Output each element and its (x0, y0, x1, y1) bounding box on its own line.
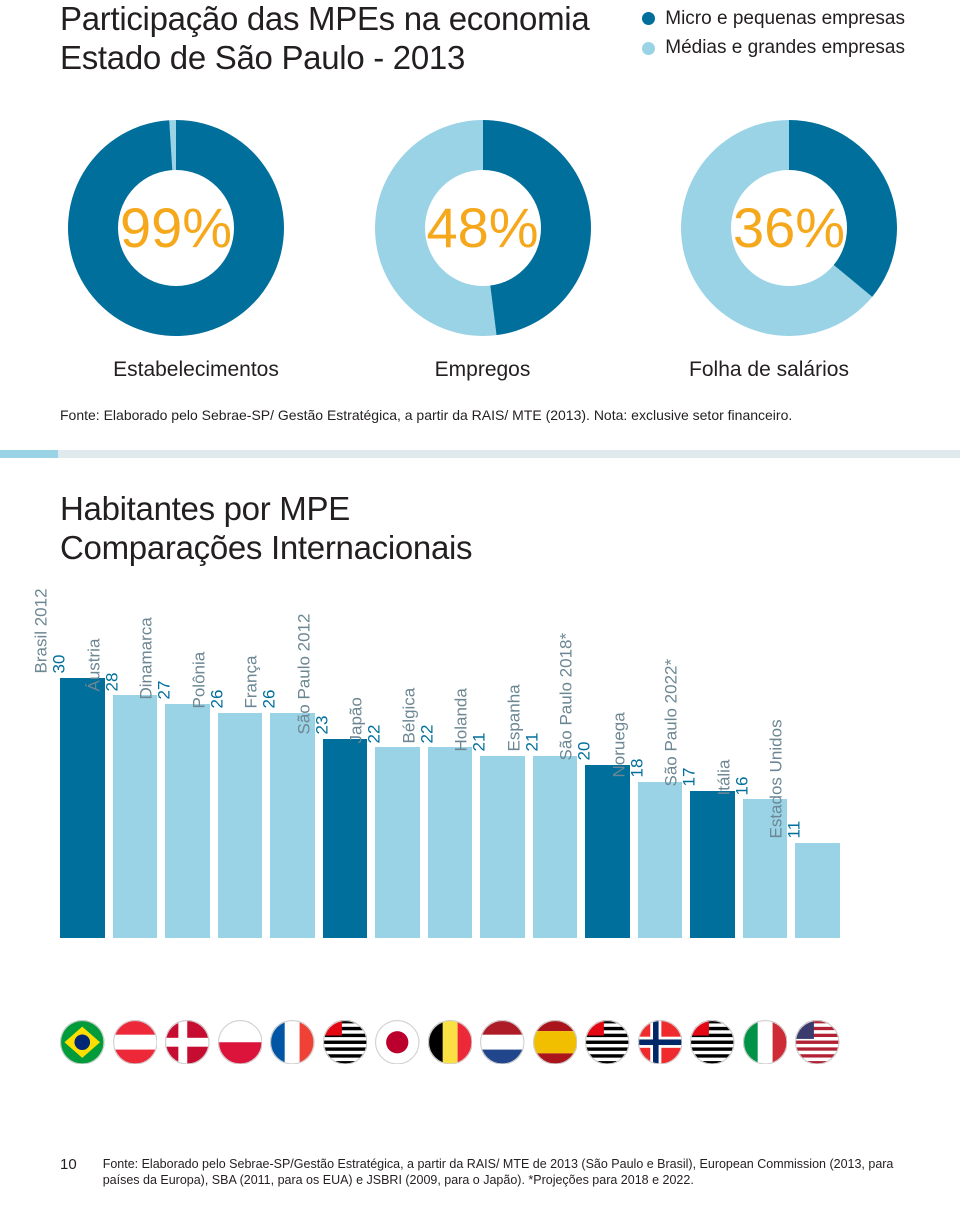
bar: Noruega18 (638, 782, 683, 938)
bar: Estados Unidos11 (795, 843, 840, 938)
bar-label: São Paulo 2022*17 (659, 659, 704, 787)
bar-label: Estados Unidos11 (764, 720, 809, 839)
austria-flag-icon (113, 1020, 158, 1065)
legend-item: Micro e pequenas empresas (642, 4, 905, 33)
legend-dot-icon (642, 42, 655, 55)
legend-label: Médias e grandes empresas (665, 33, 905, 62)
title-line2: Estado de São Paulo - 2013 (60, 39, 465, 76)
bottom-section: Habitantes por MPE Comparações Internaci… (0, 458, 960, 1064)
netherlands-flag-icon (480, 1020, 525, 1065)
denmark-flag-icon (165, 1020, 210, 1065)
bar-label: Japão22 (344, 697, 389, 743)
section-title: Habitantes por MPE Comparações Internaci… (60, 490, 905, 568)
bar: Polônia26 (218, 713, 263, 938)
page-title: Participação das MPEs na economia Estado… (60, 0, 589, 78)
bar: Holanda21 (480, 756, 525, 938)
bar-label: Áustria28 (81, 638, 126, 691)
donut-label: Empregos (375, 358, 591, 382)
legend-item: Médias e grandes empresas (642, 33, 905, 62)
bar-label: Espanha21 (501, 685, 546, 752)
bar-label: Holanda21 (449, 689, 494, 752)
bar: França26 (270, 713, 315, 938)
title2-line2: Comparações Internacionais (60, 529, 472, 566)
donut: 99% (68, 120, 284, 336)
footer: 10 Fonte: Elaborado pelo Sebrae-SP/Gestã… (60, 1156, 905, 1189)
source-top: Fonte: Elaborado pelo Sebrae-SP/ Gestão … (60, 406, 905, 424)
bar-label: Dinamarca27 (134, 618, 179, 700)
legend: Micro e pequenas empresasMédias e grande… (642, 0, 905, 63)
bar-label: São Paulo 201223 (291, 614, 336, 735)
legend-label: Micro e pequenas empresas (665, 4, 905, 33)
donut-percent: 99% (68, 120, 284, 336)
saopaulo-flag-icon (323, 1020, 368, 1065)
bar-label: Bélgica22 (396, 688, 441, 744)
donut-label: Folha de salários (661, 358, 877, 382)
bar-label: França26 (239, 656, 284, 709)
title-row: Participação das MPEs na economia Estado… (60, 0, 905, 78)
japan-flag-icon (375, 1020, 420, 1065)
bar: São Paulo 201223 (323, 739, 368, 938)
italy-flag-icon (743, 1020, 788, 1065)
bar: Áustria28 (113, 695, 158, 938)
bar: Japão22 (375, 747, 420, 938)
donut-label: Estabelecimentos (88, 358, 304, 382)
source-bottom: Fonte: Elaborado pelo Sebrae-SP/Gestão E… (103, 1156, 905, 1189)
norway-flag-icon (638, 1020, 683, 1065)
donut-percent: 36% (681, 120, 897, 336)
usa-flag-icon (795, 1020, 840, 1065)
legend-dot-icon (642, 12, 655, 25)
bar: São Paulo 2018*20 (585, 765, 630, 938)
donut-percent: 48% (375, 120, 591, 336)
bar-label: Polônia26 (186, 652, 231, 709)
bar-label: Noruega18 (606, 713, 651, 778)
bar: Brasil 201230 (60, 678, 105, 938)
bar-label: Brasil 201230 (29, 589, 74, 674)
title2-line1: Habitantes por MPE (60, 490, 350, 527)
saopaulo-flag-icon (690, 1020, 735, 1065)
spain-flag-icon (533, 1020, 578, 1065)
title-line1: Participação das MPEs na economia (60, 0, 589, 37)
france-flag-icon (270, 1020, 315, 1065)
bar: Dinamarca27 (165, 704, 210, 938)
flag-row (60, 1020, 905, 1065)
poland-flag-icon (218, 1020, 263, 1065)
bar: São Paulo 2022*17 (690, 791, 735, 938)
donut: 48% (375, 120, 591, 336)
top-section: Participação das MPEs na economia Estado… (0, 0, 960, 424)
brazil-flag-icon (60, 1020, 105, 1065)
saopaulo-flag-icon (585, 1020, 630, 1065)
donut-labels: Estabelecimentos Empregos Folha de salário… (60, 336, 905, 382)
donut-row: 99% 48% 36% (60, 120, 905, 336)
donut: 36% (681, 120, 897, 336)
bar-chart: Brasil 201230Áustria28Dinamarca27Polônia… (60, 638, 905, 938)
bar-label: São Paulo 2018*20 (554, 633, 599, 761)
bar: Espanha21 (533, 756, 578, 938)
bar-label: Itália16 (711, 759, 756, 795)
section-divider (0, 450, 960, 458)
bar: Bélgica22 (428, 747, 473, 938)
belgium-flag-icon (428, 1020, 473, 1065)
page-number: 10 (60, 1156, 77, 1173)
